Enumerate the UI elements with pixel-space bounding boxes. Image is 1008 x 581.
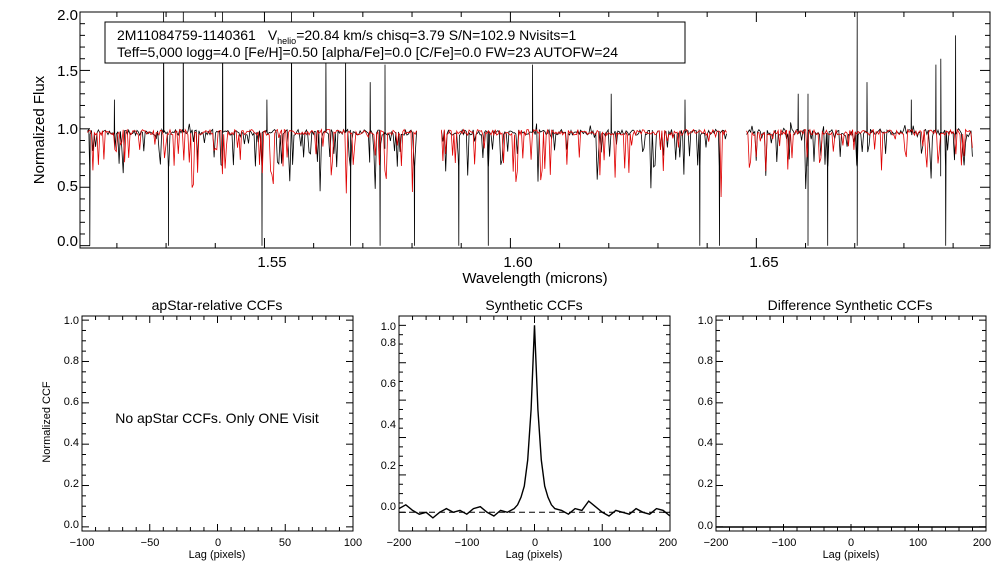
synthetic-xtick-label: 0 <box>532 537 538 549</box>
apstar-ytick-label: 0.6 <box>64 396 79 408</box>
spectrum-axes-frame <box>79 11 991 249</box>
difference-xtick-label: 0 <box>848 537 854 549</box>
synthetic-ytick-label: 0.4 <box>381 419 396 431</box>
info-box-frame <box>104 21 686 64</box>
apstar-ytick-label: 0.0 <box>64 519 79 531</box>
spectrum-ytick-label: 2.0 <box>57 7 78 24</box>
apstar-ccf-ticks <box>81 316 354 531</box>
apstar-xtick-label: 50 <box>279 537 291 549</box>
no-ccf-message: No apStar CCFs. Only ONE Visit <box>115 410 319 426</box>
apstar-ccf-title: apStar-relative CCFs <box>152 297 283 313</box>
difference-xtick-label: 100 <box>909 537 927 549</box>
difference-ytick-label: 1.0 <box>698 315 713 327</box>
apstar-ccf-xlabel: Lag (pixels) <box>189 549 246 561</box>
synthetic-ccf-xlabel: Lag (pixels) <box>506 549 563 561</box>
spectrum-ylabel: Normalized Flux <box>31 75 48 184</box>
synthetic-ytick-label: 1.0 <box>381 321 396 333</box>
difference-ytick-label: 0.0 <box>698 520 713 532</box>
synthetic-ccf-line <box>398 325 671 519</box>
spectrum-xtick-label: 1.60 <box>503 254 532 271</box>
spectrum-panel: 0.0 0.5 1.0 1.5 2.0 1.55 1.60 1.65 Wavel… <box>31 7 991 287</box>
observed-spectrum-line <box>87 11 417 246</box>
apstar-ccf-panel: apStar-relative CCFs 0.0 0.2 0.4 0.6 0.8… <box>41 297 362 561</box>
spectrum-lines <box>87 11 973 246</box>
apstar-xtick-label: 100 <box>344 537 362 549</box>
spectrum-ytick-label: 1.5 <box>57 63 78 80</box>
apstar-xtick-label: −100 <box>70 537 95 549</box>
model-spectrum-line <box>746 128 973 172</box>
synthetic-ytick-label: 0.8 <box>381 337 396 349</box>
difference-xtick-label: −200 <box>704 537 729 549</box>
spectrum-xtick-label: 1.55 <box>257 254 286 271</box>
apstar-ytick-label: 1.0 <box>64 315 79 327</box>
difference-xtick-label: 200 <box>973 537 991 549</box>
difference-ccf-title: Difference Synthetic CCFs <box>768 297 933 313</box>
difference-ytick-label: 0.8 <box>698 355 713 367</box>
apstar-ytick-label: 0.4 <box>64 437 79 449</box>
synthetic-ccf-panel: Synthetic CCFs 0.0 0.2 0.4 0.6 0.8 1.0 −… <box>381 297 677 561</box>
synthetic-ytick-label: 0.6 <box>381 378 396 390</box>
velocity-symbol: V <box>268 27 278 43</box>
synthetic-ytick-label: 0.2 <box>381 460 396 472</box>
apstar-ytick-label: 0.8 <box>64 355 79 367</box>
difference-ytick-label: 0.4 <box>698 437 713 449</box>
spectrum-info-box: 2M11084759-1140361 Vhelio=20.84 km/s chis… <box>104 21 686 64</box>
difference-ytick-label: 0.6 <box>698 396 713 408</box>
info-line-2: Teff=5,000 logg=4.0 [Fe/H]=0.50 [alpha/F… <box>117 44 618 60</box>
synthetic-ytick-label: 0.0 <box>381 501 396 513</box>
apstar-xtick-label: −50 <box>141 537 160 549</box>
difference-ccf-panel: Difference Synthetic CCFs 0.0 0.2 0.4 0.… <box>698 297 991 561</box>
spectrum-ytick-label: 0.5 <box>57 178 78 195</box>
synthetic-xtick-label: 100 <box>593 537 611 549</box>
synthetic-xtick-label: 200 <box>659 537 677 549</box>
apstar-ytick-label: 0.2 <box>64 478 79 490</box>
star-id: 2M11084759-1140361 <box>117 27 256 43</box>
difference-ytick-label: 0.2 <box>698 478 713 490</box>
difference-ccf-ticks <box>715 316 987 531</box>
observed-spectrum-line <box>746 11 973 246</box>
synthetic-xtick-label: −100 <box>455 537 480 549</box>
synthetic-ccf-axes-frame <box>398 315 671 532</box>
velocity-subscript: helio <box>277 36 296 46</box>
difference-xtick-label: −100 <box>772 537 797 549</box>
spectrum-ytick-label: 1.0 <box>57 121 78 138</box>
apstar-xtick-label: 0 <box>215 537 221 549</box>
observed-spectrum-line <box>441 64 727 246</box>
ccf-ylabel: Normalized CCF <box>41 381 53 463</box>
synthetic-ccf-title: Synthetic CCFs <box>485 297 582 313</box>
info-line-1: 2M11084759-1140361 Vhelio=20.84 km/s chis… <box>117 27 577 46</box>
model-spectrum-line <box>441 128 727 198</box>
synthetic-ccf-ticks <box>398 316 671 531</box>
difference-ccf-xlabel: Lag (pixels) <box>823 549 880 561</box>
difference-ccf-axes-frame <box>715 315 987 532</box>
spectrum-xtick-label: 1.65 <box>749 254 778 271</box>
synthetic-xtick-label: −200 <box>387 537 412 549</box>
spectrum-ytick-label: 0.0 <box>57 233 78 250</box>
velocity-and-stats: =20.84 km/s chisq=3.79 S/N=102.9 Nvisits… <box>296 27 576 43</box>
model-spectrum-line <box>87 128 417 194</box>
spectrum-xlabel: Wavelength (microns) <box>462 270 607 287</box>
spectrum-ticks <box>80 11 990 248</box>
synthetic-ccf-lines <box>398 325 671 519</box>
